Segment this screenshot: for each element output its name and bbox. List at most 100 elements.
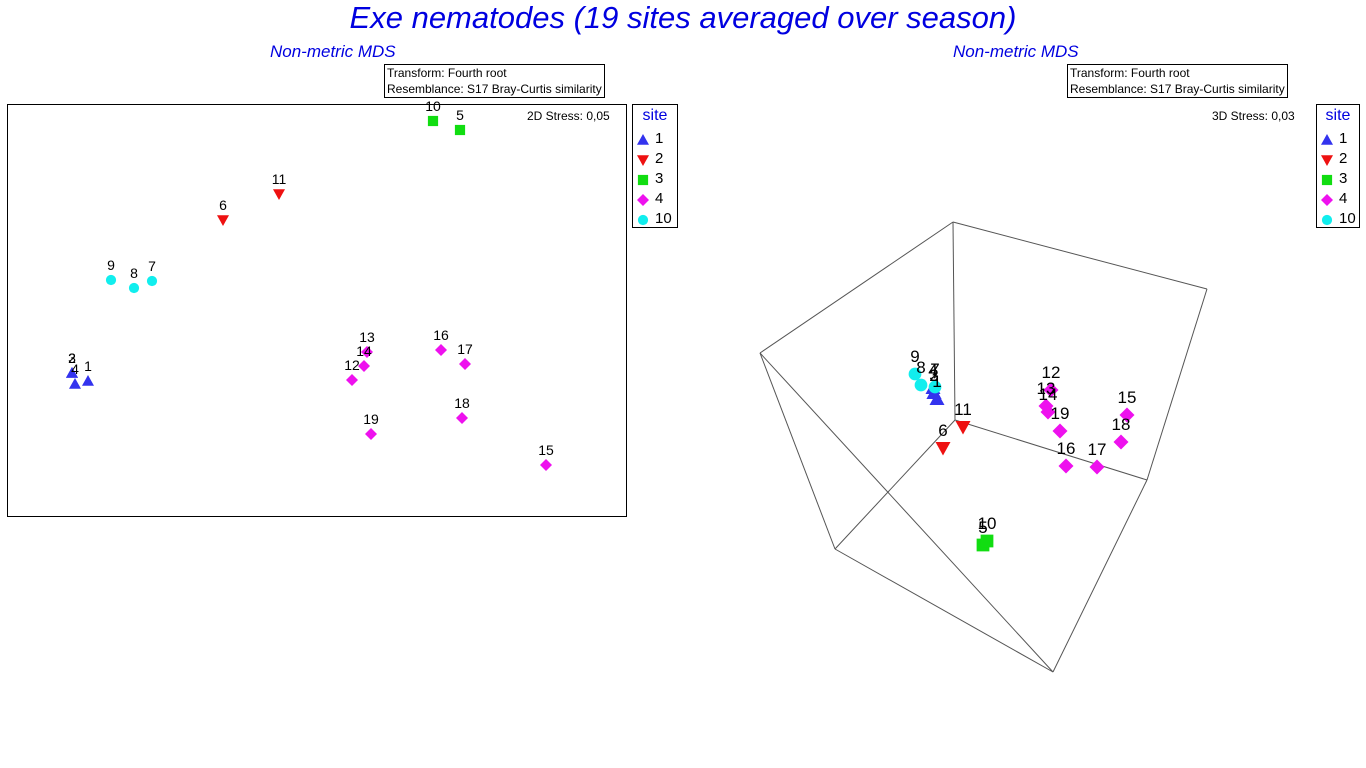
legend-item-3: 3 xyxy=(1317,169,1359,189)
legend-label: 4 xyxy=(1339,190,1348,207)
square-icon xyxy=(637,174,649,186)
data-point-11 xyxy=(955,421,971,435)
point-label-6: 6 xyxy=(219,197,227,213)
left-legend: site 1 2 3 4 10 xyxy=(632,104,678,228)
point-label-8: 8 xyxy=(916,358,925,377)
point-label-7: 7 xyxy=(148,258,156,274)
legend-item-1: 1 xyxy=(633,129,677,149)
point-label-1: 1 xyxy=(84,358,92,374)
point-label-19: 19 xyxy=(1051,404,1070,423)
point-label-16: 16 xyxy=(1057,439,1076,458)
data-point-8 xyxy=(914,378,928,392)
point-label-10: 10 xyxy=(425,98,441,114)
point-label-12: 12 xyxy=(1042,363,1061,382)
point-label-4: 4 xyxy=(71,361,79,377)
point-label-8: 8 xyxy=(130,265,138,281)
data-point-9 xyxy=(908,367,922,381)
point-label-15: 15 xyxy=(538,442,554,458)
legend-item-2: 2 xyxy=(1317,149,1359,169)
point-label-5: 5 xyxy=(456,107,464,123)
legend-title: site xyxy=(642,107,668,124)
legend-item-1: 1 xyxy=(1317,129,1359,149)
data-point-12 xyxy=(346,374,358,386)
point-label-3: 3 xyxy=(68,350,76,366)
legend-label: 10 xyxy=(1339,210,1356,227)
data-point-15 xyxy=(1119,407,1135,423)
point-label-13: 13 xyxy=(1037,379,1056,398)
point-label-11: 11 xyxy=(954,400,972,419)
left-transform-text: Transform: Fourth root xyxy=(387,66,507,80)
data-point-7 xyxy=(928,380,942,394)
legend-item-4: 4 xyxy=(633,189,677,209)
data-point-15 xyxy=(540,459,552,471)
legend-label: 10 xyxy=(655,210,672,227)
triangle-up-icon xyxy=(1321,134,1333,145)
point-label-9: 9 xyxy=(107,257,115,273)
data-point-14 xyxy=(1040,404,1056,420)
3d-box-frame xyxy=(759,221,1208,673)
point-label-14: 14 xyxy=(356,343,372,359)
point-label-19: 19 xyxy=(363,411,379,427)
point-label-17: 17 xyxy=(457,341,473,357)
data-point-11 xyxy=(273,189,285,200)
plot-frame xyxy=(7,104,627,517)
data-point-5 xyxy=(454,124,466,136)
legend-label: 2 xyxy=(655,150,664,167)
data-point-18 xyxy=(1113,434,1129,450)
data-point-10 xyxy=(980,534,994,548)
right-panel-title: Non-metric MDS xyxy=(953,42,1079,61)
point-label-6: 6 xyxy=(938,421,947,440)
right-legend: site 1 2 3 4 10 xyxy=(1316,104,1360,228)
legend-label: 1 xyxy=(655,130,664,147)
circle-icon xyxy=(1321,214,1333,226)
data-point-17 xyxy=(1089,459,1105,475)
point-label-3: 3 xyxy=(929,366,938,385)
data-point-13 xyxy=(361,346,373,358)
legend-item-3: 3 xyxy=(633,169,677,189)
left-stress-label: 2D Stress: 0,05 xyxy=(527,109,610,123)
data-point-4 xyxy=(69,378,81,389)
point-label-18: 18 xyxy=(1112,415,1131,434)
point-label-10: 10 xyxy=(978,514,997,533)
point-label-2: 2 xyxy=(68,350,76,366)
point-label-14: 14 xyxy=(1039,385,1058,404)
point-label-2: 2 xyxy=(929,366,938,385)
right-info-box: Transform: Fourth root Resemblance: S17 … xyxy=(1067,64,1288,98)
data-point-12 xyxy=(1043,382,1059,398)
legend-label: 2 xyxy=(1339,150,1348,167)
data-point-18 xyxy=(456,412,468,424)
point-label-12: 12 xyxy=(344,357,360,373)
data-point-17 xyxy=(459,358,471,370)
data-point-8 xyxy=(128,282,140,294)
data-point-19 xyxy=(365,428,377,440)
chart-main-title: Exe nematodes (19 sites averaged over se… xyxy=(349,0,1017,35)
point-label-4: 4 xyxy=(928,361,937,380)
left-panel-title: Non-metric MDS xyxy=(270,42,396,61)
legend-item-4: 4 xyxy=(1317,189,1359,209)
data-point-6 xyxy=(935,442,951,456)
point-label-17: 17 xyxy=(1088,440,1107,459)
point-label-5: 5 xyxy=(978,518,987,537)
right-transform-text: Transform: Fourth root xyxy=(1070,66,1190,80)
left-resemblance-text: Resemblance: S17 Bray-Curtis similarity xyxy=(387,82,602,96)
diamond-icon xyxy=(637,194,649,206)
point-label-16: 16 xyxy=(433,327,449,343)
data-point-6 xyxy=(217,215,229,226)
data-point-10 xyxy=(427,115,439,127)
legend-item-10: 10 xyxy=(1317,209,1359,229)
triangle-down-icon xyxy=(1321,155,1333,166)
data-point-7 xyxy=(146,275,158,287)
point-label-1: 1 xyxy=(932,372,941,391)
legend-item-2: 2 xyxy=(633,149,677,169)
circle-icon xyxy=(637,214,649,226)
point-label-13: 13 xyxy=(359,329,375,345)
diamond-icon xyxy=(1321,194,1333,206)
legend-item-10: 10 xyxy=(633,209,677,229)
left-info-box: Transform: Fourth root Resemblance: S17 … xyxy=(384,64,605,98)
data-point-14 xyxy=(358,360,370,372)
point-label-9: 9 xyxy=(910,347,919,366)
data-point-19 xyxy=(1052,423,1068,439)
data-point-16 xyxy=(1058,458,1074,474)
